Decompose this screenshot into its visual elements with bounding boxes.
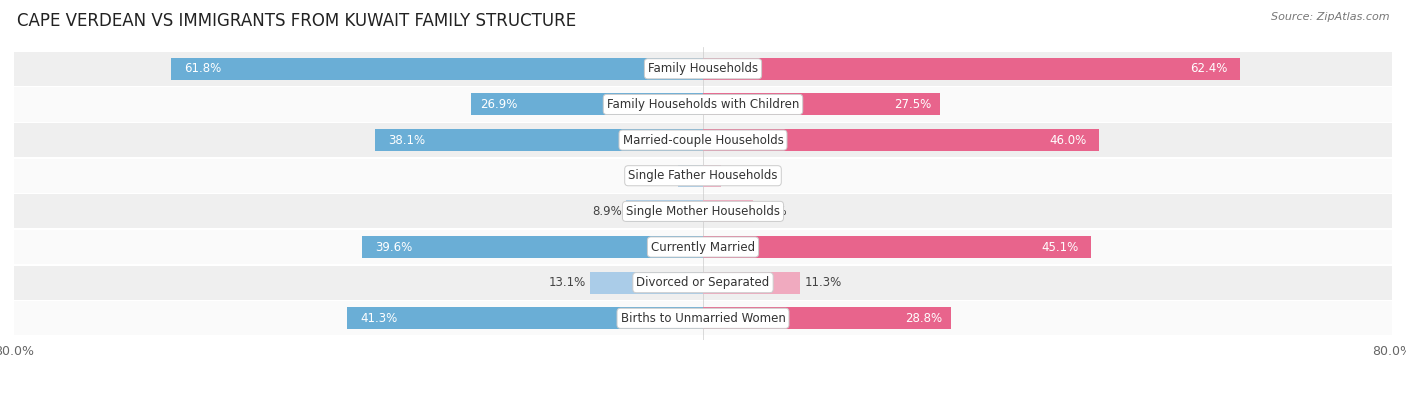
Text: 11.3%: 11.3% [804, 276, 842, 289]
Bar [361, 236, 703, 258]
Bar [703, 129, 1099, 151]
Text: 61.8%: 61.8% [184, 62, 221, 75]
Text: Source: ZipAtlas.com: Source: ZipAtlas.com [1271, 12, 1389, 22]
Bar [14, 230, 1392, 264]
Bar [703, 58, 1240, 80]
Bar [170, 58, 703, 80]
Text: Currently Married: Currently Married [651, 241, 755, 254]
Bar [14, 52, 1392, 86]
Bar [375, 129, 703, 151]
Bar [703, 93, 939, 115]
Bar [347, 307, 703, 329]
Text: 26.9%: 26.9% [479, 98, 517, 111]
Bar [703, 272, 800, 294]
Text: Family Households with Children: Family Households with Children [607, 98, 799, 111]
Text: Family Households: Family Households [648, 62, 758, 75]
Text: Single Mother Households: Single Mother Households [626, 205, 780, 218]
Text: 2.1%: 2.1% [725, 169, 755, 182]
Bar [14, 301, 1392, 335]
Text: 27.5%: 27.5% [894, 98, 931, 111]
Text: Married-couple Households: Married-couple Households [623, 134, 783, 147]
Text: 38.1%: 38.1% [388, 134, 425, 147]
Bar [703, 165, 721, 187]
Text: 46.0%: 46.0% [1049, 134, 1087, 147]
Text: CAPE VERDEAN VS IMMIGRANTS FROM KUWAIT FAMILY STRUCTURE: CAPE VERDEAN VS IMMIGRANTS FROM KUWAIT F… [17, 12, 576, 30]
Text: 39.6%: 39.6% [375, 241, 412, 254]
Text: Divorced or Separated: Divorced or Separated [637, 276, 769, 289]
Bar [14, 123, 1392, 157]
Text: 45.1%: 45.1% [1042, 241, 1078, 254]
Bar [626, 200, 703, 222]
Text: 13.1%: 13.1% [548, 276, 586, 289]
Text: 62.4%: 62.4% [1189, 62, 1227, 75]
Bar [14, 159, 1392, 193]
Text: Births to Unmarried Women: Births to Unmarried Women [620, 312, 786, 325]
Bar [591, 272, 703, 294]
Bar [703, 307, 950, 329]
Bar [703, 200, 754, 222]
Text: 2.9%: 2.9% [644, 169, 673, 182]
Bar [14, 87, 1392, 122]
Bar [14, 194, 1392, 228]
Bar [471, 93, 703, 115]
Text: 8.9%: 8.9% [592, 205, 621, 218]
Text: 28.8%: 28.8% [905, 312, 942, 325]
Text: Single Father Households: Single Father Households [628, 169, 778, 182]
Text: 41.3%: 41.3% [360, 312, 398, 325]
Bar [678, 165, 703, 187]
Bar [703, 236, 1091, 258]
Text: 5.8%: 5.8% [758, 205, 787, 218]
Bar [14, 265, 1392, 300]
